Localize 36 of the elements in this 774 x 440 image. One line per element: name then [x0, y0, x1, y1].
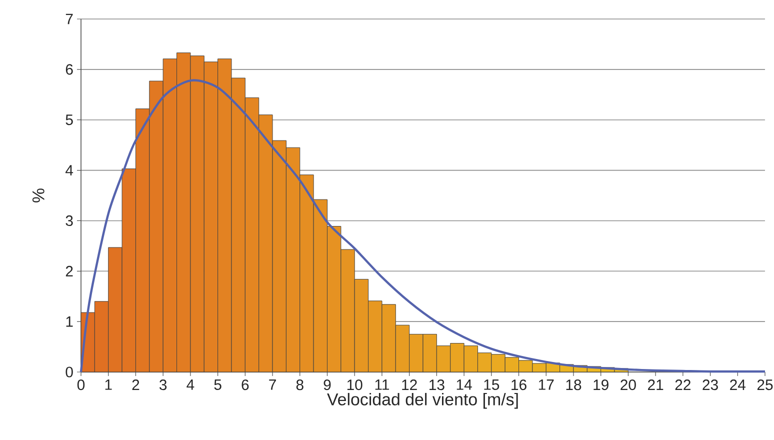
x-tick-label: 17: [538, 380, 554, 390]
x-tick-label: 19: [594, 380, 608, 390]
x-tick-label: 4: [186, 380, 194, 390]
x-tick-label: 23: [702, 380, 718, 390]
x-tick-label: 18: [566, 380, 582, 390]
y-tick-label: 2: [66, 266, 73, 276]
y-tick-label: 0: [66, 366, 73, 378]
x-tick-label: 10: [347, 380, 362, 390]
x-tick-label: 3: [159, 380, 167, 390]
y-tick-label: 5: [66, 114, 73, 126]
x-tick-label: 24: [730, 380, 746, 390]
y-tick-label: 7: [66, 14, 73, 24]
y-tick-label: 1: [66, 316, 73, 327]
x-tick-label: 0: [77, 380, 85, 390]
x-tick-label: 22: [675, 380, 690, 390]
x-tick-label: 15: [484, 380, 500, 390]
x-tick-label: 1: [105, 380, 112, 390]
x-tick-label: 12: [402, 380, 417, 390]
x-tick-label: 16: [512, 380, 526, 390]
x-tick-label: 21: [648, 380, 664, 390]
x-tick-label: 11: [375, 380, 389, 390]
x-tick-label: 8: [296, 380, 304, 390]
y-axis-title: %: [32, 188, 44, 202]
x-tick-label: 2: [132, 380, 140, 390]
x-tick-label: 9: [324, 380, 331, 390]
y-tick-label: 6: [66, 64, 73, 75]
y-tick-label: 3: [66, 215, 73, 226]
x-tick-label: 14: [456, 380, 472, 390]
x-tick-label: 7: [269, 380, 276, 390]
x-tick-label: 25: [757, 380, 773, 390]
x-tick-label: 13: [430, 380, 444, 390]
x-tick-label: 20: [620, 380, 636, 390]
x-axis-title: Velocidad del viento [m/s]: [327, 392, 518, 409]
x-tick-label: 5: [214, 380, 222, 390]
x-tick-label: 6: [242, 380, 249, 390]
y-tick-label: 4: [66, 165, 74, 176]
